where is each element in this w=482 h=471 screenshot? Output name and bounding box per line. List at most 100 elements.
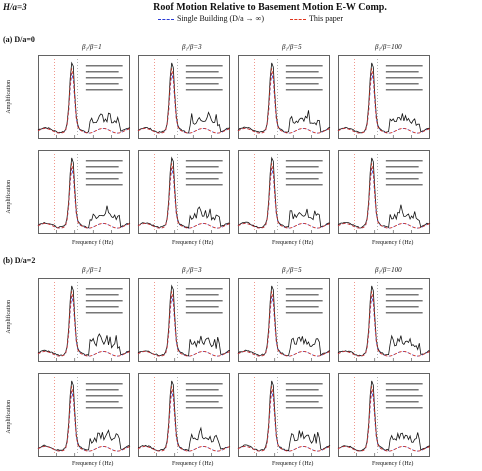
legend-this-paper-label: This paper [309,14,343,23]
panel-legend-text [85,312,123,314]
panel-legend-text [285,288,323,290]
plot-frame [338,278,430,362]
series-line [137,168,231,229]
panel-legend-text [85,294,119,296]
col-label-a-3: β₁/β=5 [282,43,302,51]
series-line [237,386,331,452]
series-line [137,62,231,134]
series-line [37,391,131,452]
xlabel-a-4: Frequency f (Hz) [372,240,414,246]
panel-legend-text [385,383,423,385]
series-line [237,163,331,229]
series-line [137,386,231,452]
plot-frame [138,278,230,362]
panel-legend-text [385,300,423,302]
panel-legend-text [385,306,419,308]
panel-legend-text [385,407,423,409]
plot-frame [338,373,430,457]
panel-legend-text [185,383,223,385]
panel-legend-text [85,407,123,409]
col-label-a-4: β₁/β=100 [375,43,402,51]
plot-panel [237,55,331,139]
plot-panel [137,373,231,457]
series-line [237,285,331,357]
panel-legend-text [285,65,323,67]
panel-legend-text [385,401,419,403]
series-line [37,285,131,357]
panel-legend-text [85,160,123,162]
xlabel-a-1: Frequency f (Hz) [72,240,114,246]
panel-legend-text [85,401,119,403]
panel-legend-text [185,89,223,91]
panel-legend-text [85,288,123,290]
series-line [237,168,331,229]
xlabel-a-3: Frequency f (Hz) [272,240,314,246]
panel-legend-text [285,71,319,73]
plot-panel [137,278,231,362]
series-line [137,291,231,357]
panel-legend-text [185,395,223,397]
plot-panel [37,373,131,457]
xlabel-b-1: Frequency f (Hz) [72,461,114,467]
panel-legend-text [185,178,219,180]
series-line [337,291,431,357]
panel-legend-text [285,178,319,180]
panel-legend-text [185,65,223,67]
panel-legend-text [85,77,123,79]
panel-legend-text [85,89,123,91]
plot-frame [138,150,230,234]
panel-legend-text [385,166,419,168]
series-line [337,68,431,134]
series-line [137,284,230,357]
ylabel-a-bottom: Amplification [6,180,12,214]
series-line [237,156,331,229]
series-line [37,61,131,134]
ylabel-b-bottom: Amplification [6,400,12,434]
col-label-b-3: β₁/β=5 [282,266,302,274]
panel-legend-text [285,312,323,314]
panel-legend-text [185,83,219,85]
panel-legend-text [385,288,423,290]
col-label-b-4: β₁/β=100 [375,266,402,274]
legend-this-paper: This paper [290,14,343,23]
plot-panel [237,373,331,457]
series-line [237,62,331,133]
panel-legend-text [385,172,423,174]
plot-panel [237,150,331,234]
series-line [337,168,431,229]
panel-legend-text [385,312,423,314]
col-label-b-2: β₁/β=3 [182,266,202,274]
panel-legend-text [285,83,319,85]
panel-legend-text [185,401,219,403]
plot-panel [137,55,231,139]
panel-legend-text [285,407,323,409]
plot-frame [238,278,330,362]
panel-legend-text [285,77,323,79]
panel-legend-text [385,395,423,397]
series-line [37,73,131,134]
series-line [337,296,431,357]
panel-legend-text [285,184,323,186]
panel-legend-text [385,184,423,186]
panel-legend-text [85,395,123,397]
plot-panel [37,150,131,234]
plot-frame [138,373,230,457]
panel-legend-text [185,294,219,296]
panel-legend-text [385,83,419,85]
col-label-b-1: β₁/β=1 [82,266,102,274]
ylabel-a-top: Amplification [6,80,12,114]
plot-frame [38,55,130,139]
panel-legend-text [185,312,223,314]
legend-this-paper-line-icon [290,18,306,20]
series-line [337,386,431,452]
series-line [37,386,131,452]
plot-frame [238,150,330,234]
panel-legend-text [285,306,319,308]
col-label-a-1: β₁/β=1 [82,43,102,51]
panel-legend-text [285,160,323,162]
legend-single-building-label: Single Building (D/a → ∞) [177,14,265,23]
series-line [337,163,431,229]
series-line [237,291,331,357]
panel-legend-text [85,83,119,85]
panel-legend-text [385,178,419,180]
